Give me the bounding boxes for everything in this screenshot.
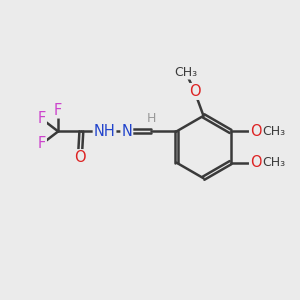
Text: CH₃: CH₃	[263, 125, 286, 138]
Text: F: F	[38, 111, 46, 126]
Text: O: O	[250, 155, 262, 170]
Text: H: H	[146, 112, 156, 125]
Text: F: F	[38, 136, 46, 152]
Text: O: O	[189, 84, 200, 99]
Text: O: O	[74, 150, 86, 165]
Text: CH₃: CH₃	[263, 156, 286, 169]
Text: CH₃: CH₃	[174, 66, 197, 79]
Text: NH: NH	[94, 124, 116, 139]
Text: N: N	[122, 124, 132, 139]
Text: F: F	[54, 103, 62, 118]
Text: O: O	[250, 124, 262, 139]
